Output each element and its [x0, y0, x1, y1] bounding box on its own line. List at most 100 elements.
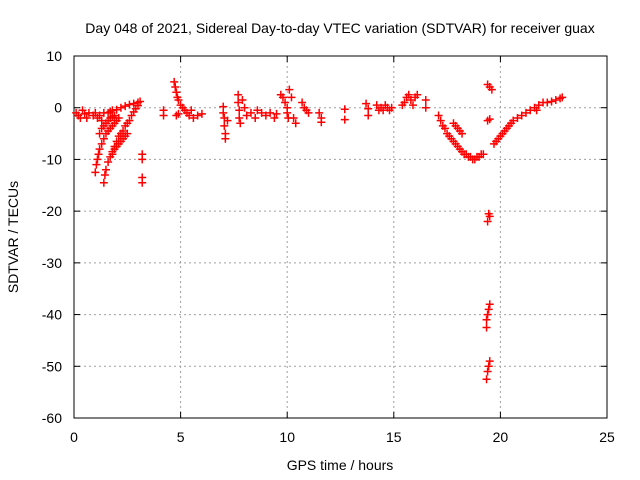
data-point: [483, 367, 492, 376]
data-point: [125, 100, 134, 109]
data-point: [114, 114, 123, 123]
data-point: [116, 103, 125, 112]
data-point: [257, 108, 266, 117]
data-point: [482, 323, 491, 332]
data-point: [187, 106, 196, 115]
data-series: [91, 114, 123, 177]
data-point: [285, 85, 294, 94]
data-point: [185, 111, 194, 120]
data-point: [400, 98, 409, 107]
data-point: [95, 111, 104, 120]
data-point: [91, 168, 100, 177]
data-point: [125, 116, 134, 125]
y-tick-label: -50: [42, 358, 62, 374]
data-point: [189, 114, 198, 123]
data-point: [278, 93, 287, 102]
data-series: [159, 77, 206, 123]
data-series: [398, 90, 430, 112]
data-point: [272, 109, 281, 118]
data-point: [174, 109, 183, 118]
data-point: [304, 108, 313, 117]
data-series: [315, 99, 396, 127]
data-point: [236, 119, 245, 128]
data-point: [93, 155, 102, 164]
data-point: [82, 114, 91, 123]
data-point: [219, 108, 228, 117]
data-series: [276, 85, 313, 128]
data-point: [298, 98, 307, 107]
data-point: [246, 108, 255, 117]
data-point: [485, 357, 494, 366]
y-tick-label: 10: [46, 48, 62, 64]
data-point: [458, 129, 467, 138]
data-point: [483, 310, 492, 319]
data-point: [283, 108, 292, 117]
data-point: [482, 375, 491, 384]
data-point: [421, 95, 430, 104]
data-point: [317, 118, 326, 127]
chart-title: Day 048 of 2021, Sidereal Day-to-day VTE…: [85, 20, 594, 36]
data-point: [92, 160, 101, 169]
data-point: [270, 114, 279, 123]
data-point: [487, 85, 496, 94]
data-point: [362, 99, 371, 108]
data-point: [99, 178, 108, 187]
data-point: [221, 134, 230, 143]
data-points: [72, 77, 567, 384]
data-point: [193, 111, 202, 120]
data-point: [513, 114, 522, 123]
data-point: [253, 106, 262, 115]
data-point: [159, 111, 168, 120]
y-tick-label: -30: [42, 255, 62, 271]
data-series: [108, 129, 132, 159]
data-point: [171, 83, 180, 92]
y-tick-label: -40: [42, 307, 62, 323]
data-point: [483, 217, 492, 226]
data-point: [91, 108, 100, 117]
data-point: [136, 97, 145, 106]
data-point: [413, 90, 422, 99]
data-point: [484, 362, 493, 371]
data-point: [99, 134, 108, 143]
data-point: [138, 178, 147, 187]
data-point: [119, 126, 128, 135]
x-tick-label: 20: [493, 429, 509, 445]
data-point: [372, 101, 381, 110]
data-point: [170, 77, 179, 86]
data-point: [242, 111, 251, 120]
data-point: [482, 315, 491, 324]
data-point: [197, 109, 206, 118]
data-point: [251, 114, 260, 123]
data-series: [434, 111, 488, 164]
data-point: [485, 300, 494, 309]
data-point: [133, 101, 142, 110]
y-tick-label: -60: [42, 410, 62, 426]
data-point: [110, 111, 119, 120]
data-point: [534, 101, 543, 110]
data-point: [94, 150, 103, 159]
data-point: [558, 93, 567, 102]
x-tick-label: 5: [177, 429, 185, 445]
data-series: [219, 90, 281, 143]
x-tick-label: 0: [70, 429, 78, 445]
data-point: [174, 95, 183, 104]
plot-frame: [73, 55, 608, 419]
data-series: [95, 111, 119, 138]
y-tick-label: -20: [42, 203, 62, 219]
y-axis-ticks: 10 0 -10 -20 -30 -40 -50 -60: [42, 48, 607, 426]
data-point: [129, 99, 138, 108]
data-point: [543, 98, 552, 107]
data-point: [340, 105, 349, 114]
data-point: [234, 90, 243, 99]
data-point: [123, 129, 132, 138]
data-point: [240, 103, 249, 112]
data-point: [138, 155, 147, 164]
data-point: [340, 115, 349, 124]
data-point: [291, 119, 300, 128]
data-point: [287, 93, 296, 102]
data-point: [421, 103, 430, 112]
x-tick-label: 15: [386, 429, 402, 445]
data-point: [261, 111, 270, 120]
data-point: [484, 305, 493, 314]
data-point: [485, 212, 494, 221]
